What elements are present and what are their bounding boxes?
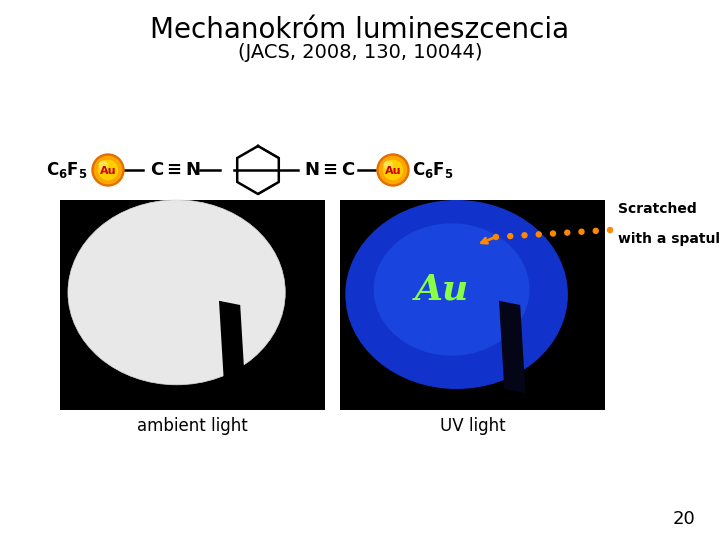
Circle shape <box>384 161 392 169</box>
Polygon shape <box>219 301 246 393</box>
Circle shape <box>377 154 409 186</box>
Text: Au: Au <box>384 166 401 176</box>
Circle shape <box>593 228 598 233</box>
Text: Au: Au <box>100 166 116 176</box>
Circle shape <box>99 160 117 180</box>
Text: Scratched: Scratched <box>618 202 697 216</box>
Circle shape <box>379 157 407 184</box>
Text: Mechanokróm lumineszcencia: Mechanokróm lumineszcencia <box>150 16 570 44</box>
Text: UV light: UV light <box>440 417 505 435</box>
Text: $\mathbf{C_6F_5}$: $\mathbf{C_6F_5}$ <box>46 160 88 180</box>
Text: Au: Au <box>415 273 469 307</box>
Text: with a spatula: with a spatula <box>618 232 720 246</box>
Circle shape <box>99 161 107 169</box>
Circle shape <box>508 234 513 239</box>
Polygon shape <box>499 301 526 393</box>
Circle shape <box>608 227 613 233</box>
Bar <box>340 200 605 410</box>
Circle shape <box>564 230 570 235</box>
Text: $\mathbf{C{\equiv}N}$: $\mathbf{C{\equiv}N}$ <box>150 161 200 179</box>
Circle shape <box>92 154 124 186</box>
Circle shape <box>522 233 527 238</box>
Text: (JACS, 2008, 130, 10044): (JACS, 2008, 130, 10044) <box>238 44 482 63</box>
Ellipse shape <box>68 200 285 385</box>
Text: ambient light: ambient light <box>137 417 248 435</box>
Bar <box>60 200 325 410</box>
Ellipse shape <box>346 200 568 389</box>
Circle shape <box>536 232 541 237</box>
Text: 20: 20 <box>672 510 695 528</box>
Circle shape <box>493 234 498 240</box>
Ellipse shape <box>374 224 529 356</box>
Text: $\mathbf{N{\equiv}C}$: $\mathbf{N{\equiv}C}$ <box>305 161 356 179</box>
Text: $\mathbf{C_6F_5}$: $\mathbf{C_6F_5}$ <box>412 160 454 180</box>
Circle shape <box>551 231 556 236</box>
Circle shape <box>94 157 122 184</box>
Circle shape <box>579 230 584 234</box>
Circle shape <box>383 160 402 180</box>
